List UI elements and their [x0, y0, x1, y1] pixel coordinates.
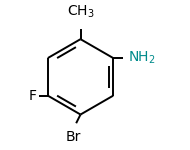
Text: CH$_3$: CH$_3$: [67, 4, 94, 20]
Text: NH$_2$: NH$_2$: [128, 50, 155, 66]
Text: F: F: [28, 89, 36, 103]
Text: Br: Br: [66, 130, 81, 144]
